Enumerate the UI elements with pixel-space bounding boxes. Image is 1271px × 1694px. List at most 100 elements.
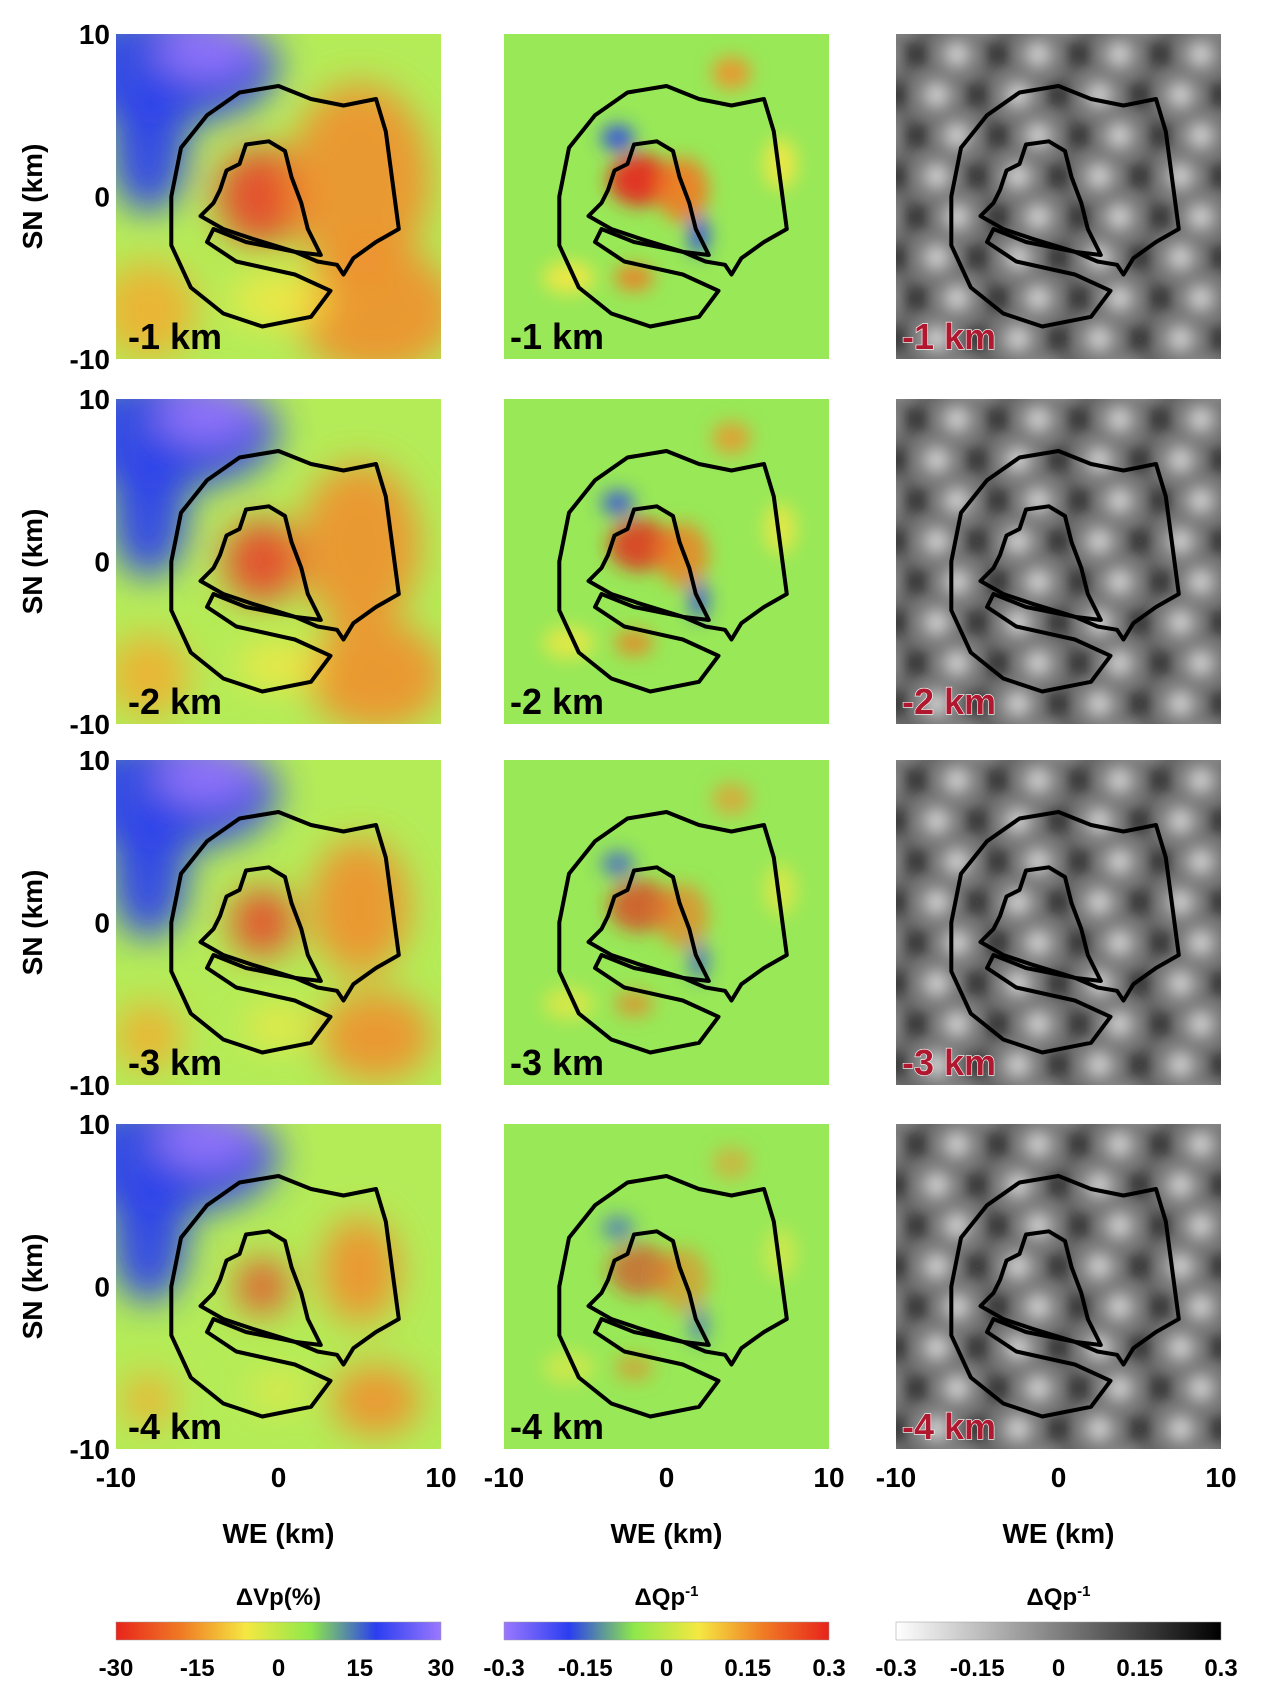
field-blob	[1005, 366, 1031, 392]
field-blob	[1127, 1, 1153, 27]
y-tick-label: 10	[79, 19, 110, 50]
field-blob	[1086, 163, 1112, 189]
field-blob	[1147, 731, 1173, 757]
y-tick-label: 10	[79, 745, 110, 776]
field-blob	[1147, 569, 1173, 595]
field-blob	[842, 366, 868, 392]
field-blob	[307, 620, 445, 731]
field-blob	[1228, 406, 1254, 432]
field-blob	[1046, 691, 1072, 717]
field-blob	[1249, 1052, 1271, 1078]
field-blob	[1249, 326, 1271, 352]
field-blob	[863, 488, 889, 514]
field-blob	[883, 244, 909, 270]
field-blob	[158, 24, 256, 76]
field-blob	[1046, 366, 1072, 392]
depth-label: -4 km	[510, 1406, 604, 1447]
field-blob	[1025, 650, 1051, 676]
field-blob	[1167, 1172, 1193, 1198]
field-blob	[1066, 1131, 1092, 1157]
field-blob	[842, 727, 868, 753]
field-blob	[1208, 1052, 1234, 1078]
field-blob	[1249, 1334, 1271, 1360]
field-blob	[1086, 1052, 1112, 1078]
field-blob	[1127, 326, 1153, 352]
field-blob	[964, 1334, 990, 1360]
depth-label: -1 km	[510, 316, 604, 357]
field-blob	[1127, 1052, 1153, 1078]
field-blob	[863, 650, 889, 676]
x-tick-label: -10	[96, 1462, 136, 1493]
field-blob	[1066, 366, 1092, 392]
colorbar	[116, 1622, 441, 1640]
field-blob	[230, 888, 294, 956]
field-blob	[1106, 1092, 1132, 1118]
field-blob	[1147, 767, 1173, 793]
field-blob	[1106, 930, 1132, 956]
x-tick-label: 0	[271, 1462, 287, 1493]
field-blob	[1228, 1131, 1254, 1157]
depth-label: -3 km	[902, 1042, 996, 1083]
field-blob	[883, 727, 909, 753]
field-blob	[883, 163, 909, 189]
field-blob	[1066, 1011, 1092, 1037]
colorbar-title: ΔVp(%)	[236, 1584, 321, 1611]
field-blob	[1249, 1172, 1271, 1198]
field-blob	[883, 808, 909, 834]
colorbar-title: ΔQp-1	[1027, 1583, 1091, 1611]
field-blob	[1208, 326, 1234, 352]
field-blob	[110, 1173, 188, 1303]
field-blob	[924, 366, 950, 392]
colorbar-tick-label: 0	[1052, 1655, 1065, 1682]
field-blob	[924, 528, 950, 554]
colorbar	[504, 1622, 829, 1640]
field-blob	[110, 448, 188, 578]
field-blob	[1249, 163, 1271, 189]
field-blob	[924, 82, 950, 108]
field-blob	[1066, 406, 1092, 432]
field-blob	[883, 609, 909, 635]
field-blob	[842, 1091, 868, 1117]
field-blob	[1005, 1091, 1031, 1117]
field-blob	[158, 1114, 256, 1166]
field-blob	[1025, 930, 1051, 956]
field-blob	[863, 1092, 889, 1118]
depth-label: -2 km	[128, 681, 222, 722]
field-blob	[924, 609, 950, 635]
field-blob	[944, 930, 970, 956]
field-blob	[1167, 1416, 1193, 1442]
field-blob	[924, 970, 950, 996]
colorbar-tick-label: -0.3	[483, 1655, 524, 1682]
field-blob	[903, 41, 929, 67]
field-blob	[110, 809, 188, 939]
field-blob	[1249, 1253, 1271, 1279]
field-blob	[1025, 731, 1051, 757]
colorbar-tick-label: -15	[180, 1655, 215, 1682]
field-blob	[1106, 204, 1132, 230]
field-blob	[1188, 285, 1214, 311]
field-blob	[924, 1, 950, 27]
field-blob	[985, 1131, 1011, 1157]
field-blob	[1086, 326, 1112, 352]
field-blob	[985, 767, 1011, 793]
field-blob	[1106, 1456, 1132, 1482]
field-blob	[1208, 366, 1234, 392]
field-blob	[1167, 970, 1193, 996]
field-blob	[1005, 1416, 1031, 1442]
colorbar-tick-label: -30	[99, 1655, 134, 1682]
field-blob	[964, 82, 990, 108]
field-blob	[964, 727, 990, 753]
x-tick-label: -10	[876, 1462, 916, 1493]
field-blob	[1167, 326, 1193, 352]
field-blob	[1208, 970, 1234, 996]
field-blob	[1147, 41, 1173, 67]
field-blob	[944, 406, 970, 432]
colorbar-tick-label: 0	[272, 1655, 285, 1682]
field-blob	[985, 366, 1011, 392]
field-blob	[1228, 849, 1254, 875]
colorbar-tick-label: 0.3	[812, 1655, 845, 1682]
field-blob	[1005, 1, 1031, 27]
field-blob	[1208, 1, 1234, 27]
field-blob	[1167, 447, 1193, 473]
field-blob	[883, 1, 909, 27]
